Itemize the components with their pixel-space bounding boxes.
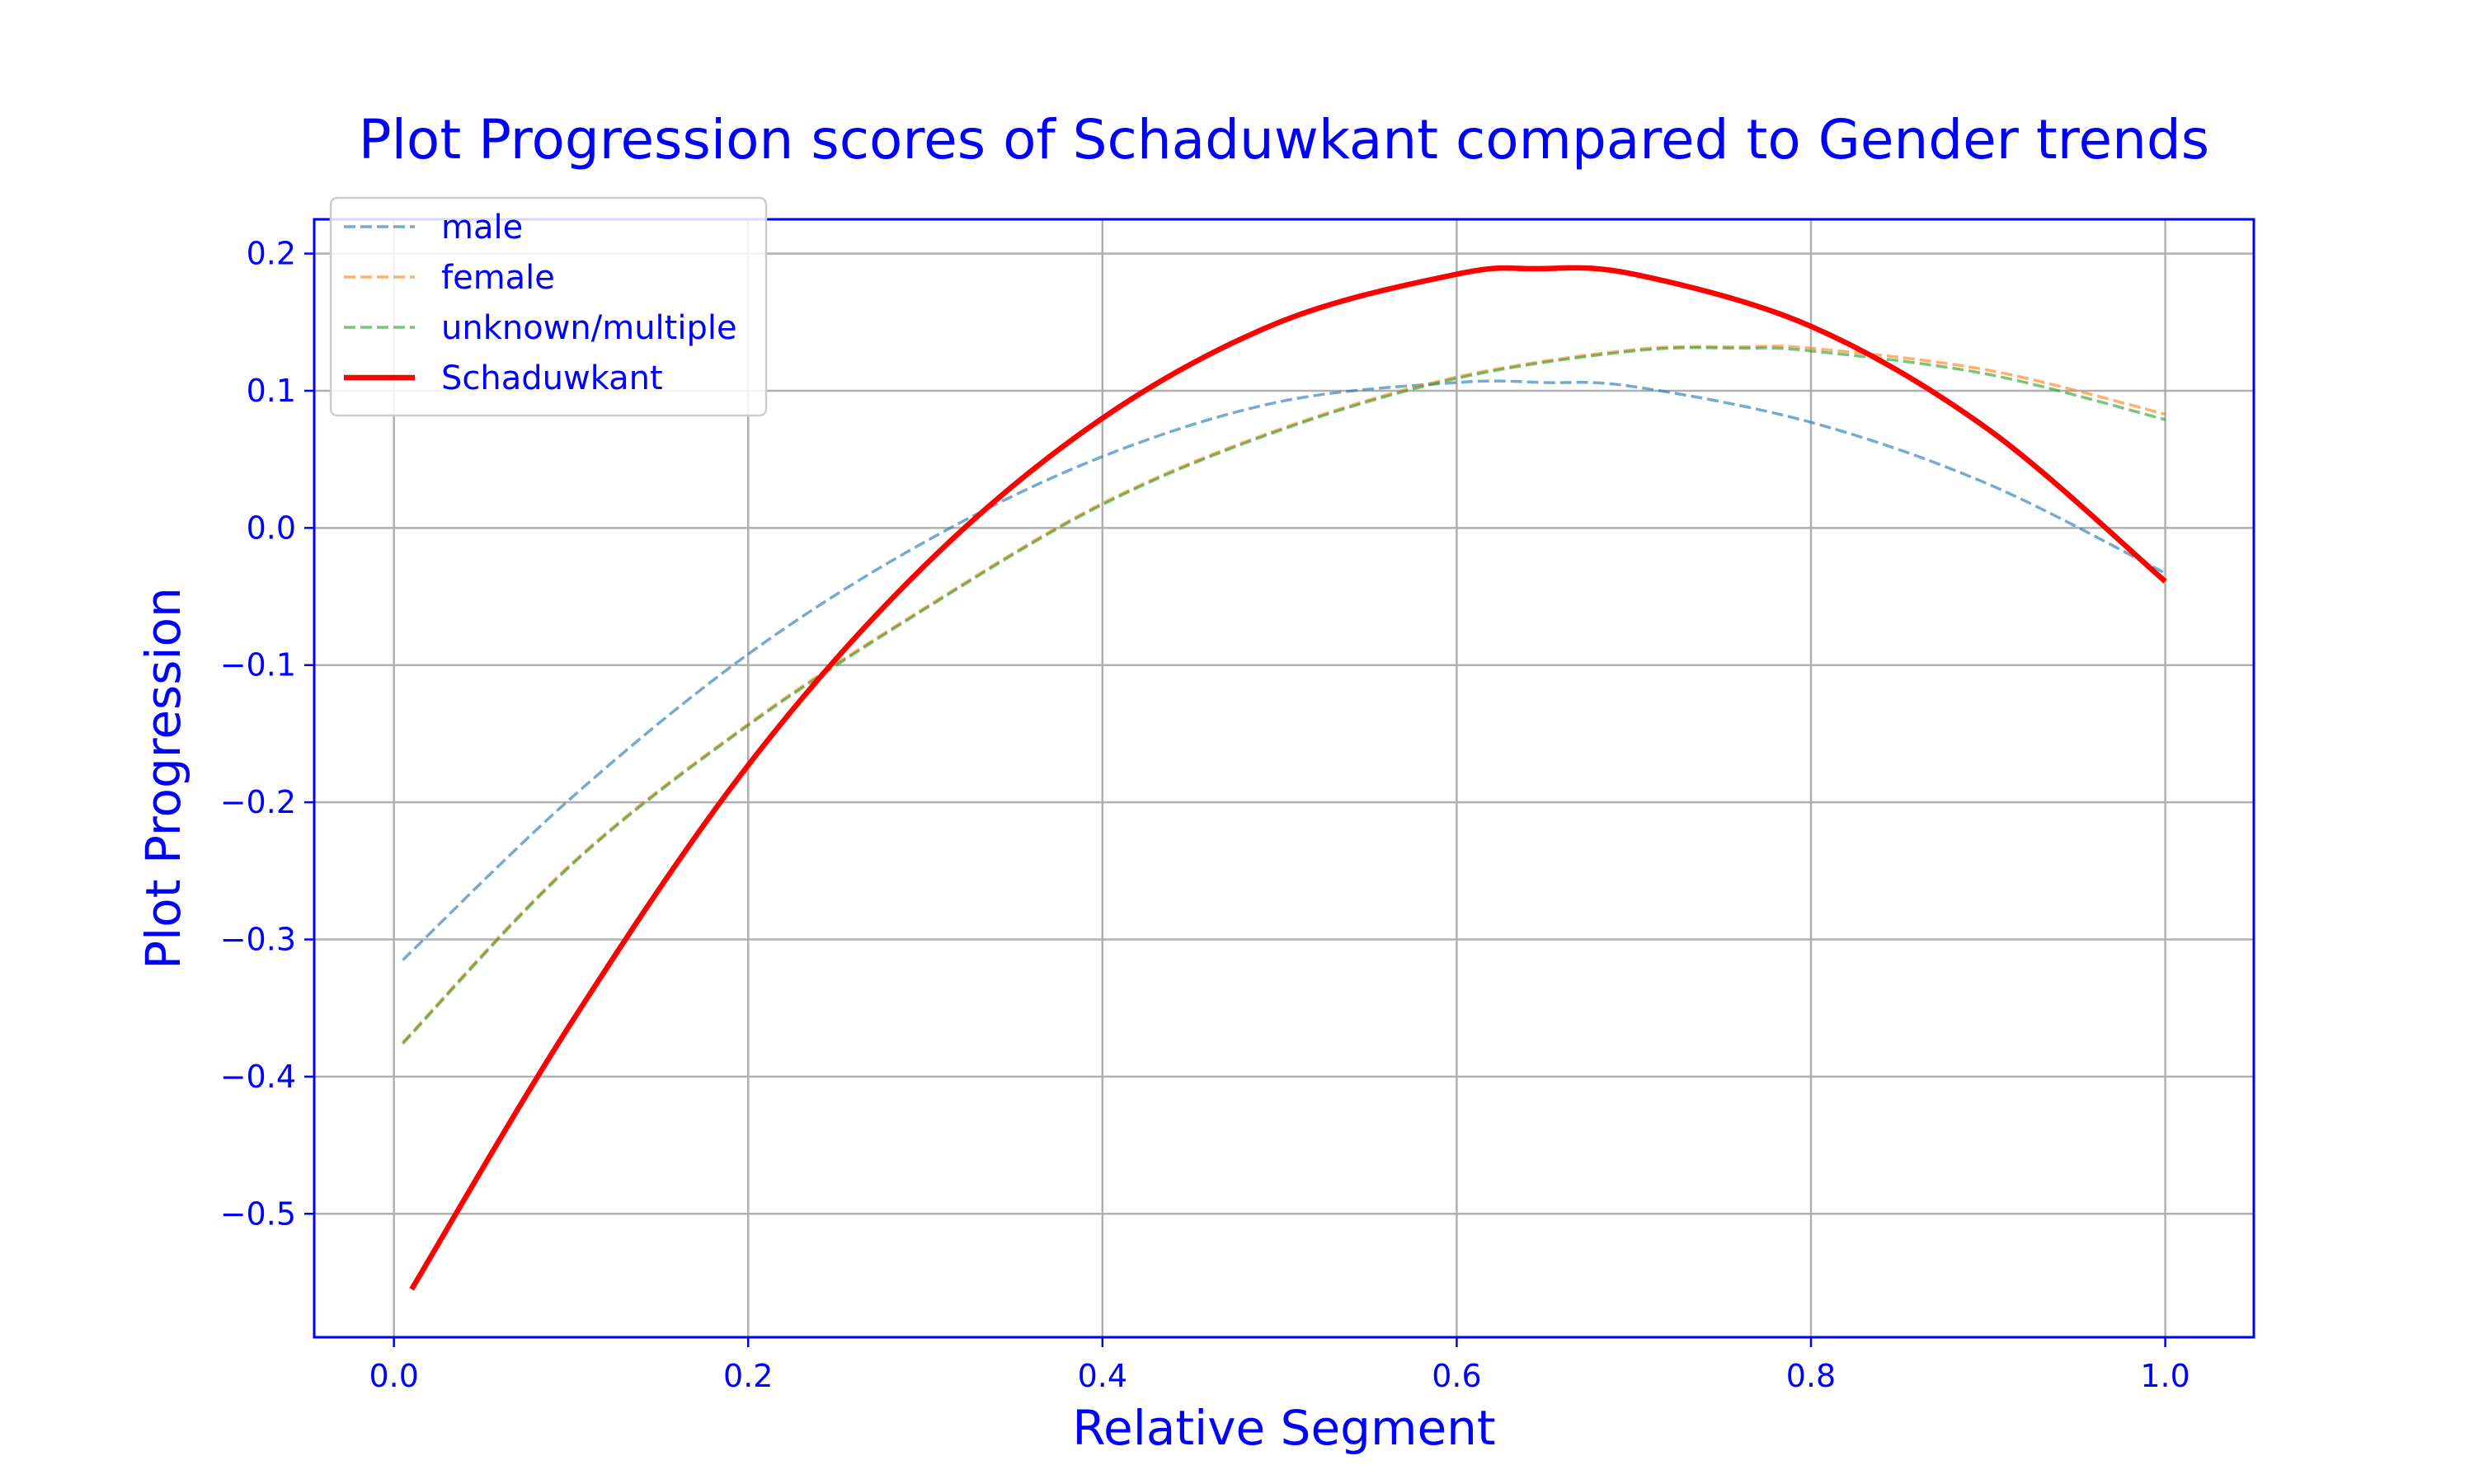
x-tick-label: 0.8 [1786, 1358, 1836, 1394]
y-tick-label: 0.0 [247, 510, 296, 546]
x-tick-label: 0.0 [369, 1358, 418, 1394]
x-axis-title: Relative Segment [1072, 1400, 1495, 1456]
legend-box [329, 196, 768, 417]
legend-label: female [441, 259, 555, 297]
x-tick-label: 0.2 [723, 1358, 773, 1394]
axis-ticks: 0.0 0.2 0.4 0.6 0.8 1.0 −0.5 −0.4 −0.3 −0.2 −0.1 0.… [220, 236, 2190, 1394]
y-tick-label: −0.1 [220, 647, 296, 683]
x-tick-label: 0.6 [1432, 1358, 1481, 1394]
y-axis-title: Plot Progression [135, 587, 191, 970]
y-tick-label: 0.2 [247, 236, 296, 272]
x-tick-label: 1.0 [2140, 1358, 2189, 1394]
series-line-schaduwkant [409, 265, 2167, 1291]
chart-title: Plot Progression scores of Schaduwkant c… [359, 108, 2209, 171]
legend-label: Schaduwkant [441, 359, 663, 397]
y-tick-label: 0.1 [247, 373, 296, 409]
x-tick-label: 0.4 [1078, 1358, 1127, 1394]
legend-label: male [441, 209, 523, 247]
series-line-unknown-multiple [402, 346, 2166, 1045]
series-line-male [402, 379, 2166, 961]
y-tick-label: −0.2 [220, 784, 296, 820]
series-lines [402, 265, 2167, 1291]
plot-area-frame [313, 218, 2255, 1339]
legend: male female unknown/multiple Schaduwkant [329, 196, 768, 417]
y-tick-label: −0.3 [220, 921, 296, 957]
legend-label: unknown/multiple [441, 309, 737, 347]
y-tick-label: −0.4 [220, 1059, 296, 1095]
grid [314, 219, 2254, 1337]
y-tick-label: −0.5 [220, 1195, 296, 1232]
